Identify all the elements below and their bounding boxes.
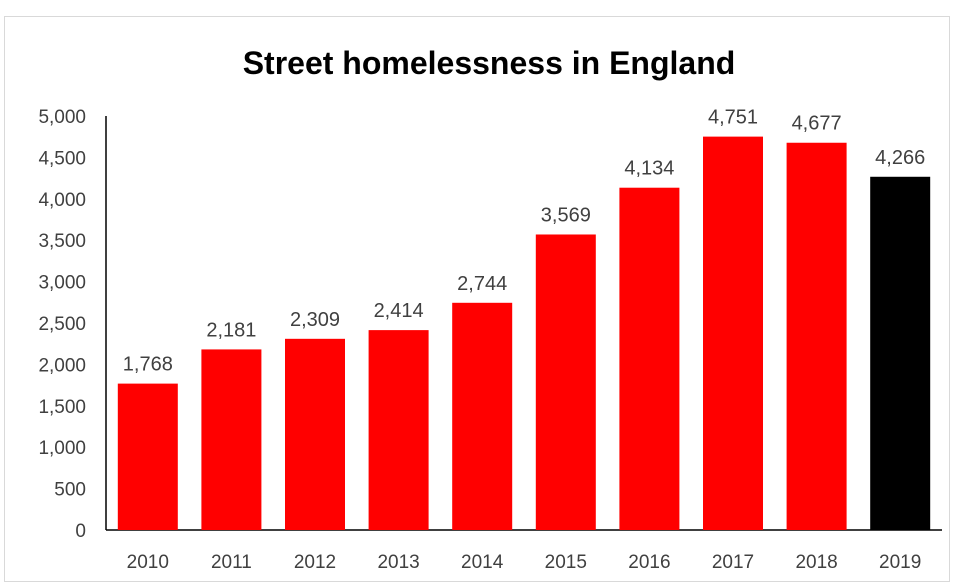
bar-2012	[285, 339, 345, 530]
data-label-2016: 4,134	[624, 158, 674, 180]
x-tick-label-2010: 2010	[127, 552, 169, 573]
y-tick-label: 1,500	[38, 397, 86, 418]
data-label-2013: 2,414	[374, 300, 424, 322]
data-label-2012: 2,309	[290, 309, 340, 331]
y-tick-label: 3,500	[38, 231, 86, 252]
bar-2016	[619, 188, 679, 530]
bar-2017	[703, 137, 763, 530]
x-tick-label-2011: 2011	[211, 552, 252, 573]
data-label-2015: 3,569	[541, 204, 591, 226]
x-tick-label-2016: 2016	[628, 552, 670, 573]
x-tick-label-2013: 2013	[377, 552, 419, 573]
bar-2014	[452, 303, 512, 530]
bar-2011	[201, 349, 261, 530]
x-tick-label-2014: 2014	[461, 552, 504, 573]
x-tick-label-2015: 2015	[545, 552, 587, 573]
bar-2018	[787, 143, 847, 530]
x-tick-label-2012: 2012	[294, 552, 336, 573]
x-tick-group: 2010 2011 2012 2013 2014 2015 2016 2017 2018 2019	[127, 552, 922, 573]
y-tick-label: 2,000	[38, 355, 86, 376]
y-tick-group: 0 500 1,000 1,500 2,000 2,500 3,000 3,500 4,000 4…	[38, 107, 86, 542]
y-tick-label: 0	[75, 521, 86, 542]
bar-2019	[870, 177, 930, 530]
y-tick-label: 1,000	[38, 438, 86, 459]
y-tick-label: 3,000	[38, 273, 86, 294]
bar-2015	[536, 234, 596, 530]
chart-title: Street homelessness in England	[243, 45, 736, 81]
data-label-2010: 1,768	[123, 354, 173, 376]
y-tick-label: 4,000	[38, 190, 86, 211]
y-tick-label: 2,500	[38, 314, 86, 335]
data-label-2017: 4,751	[708, 107, 758, 129]
bar-2010	[118, 384, 178, 530]
x-tick-label-2017: 2017	[712, 552, 754, 573]
y-tick-label: 500	[54, 480, 86, 501]
data-label-2011: 2,181	[206, 319, 256, 341]
data-label-2019: 4,266	[875, 147, 925, 169]
y-tick-label: 4,500	[38, 148, 86, 169]
data-label-2018: 4,677	[792, 113, 842, 135]
bar-2013	[369, 330, 429, 530]
x-tick-label-2018: 2018	[795, 552, 837, 573]
x-tick-label-2019: 2019	[879, 552, 921, 573]
y-tick-label: 5,000	[38, 107, 86, 128]
data-label-2014: 2,744	[457, 273, 507, 295]
